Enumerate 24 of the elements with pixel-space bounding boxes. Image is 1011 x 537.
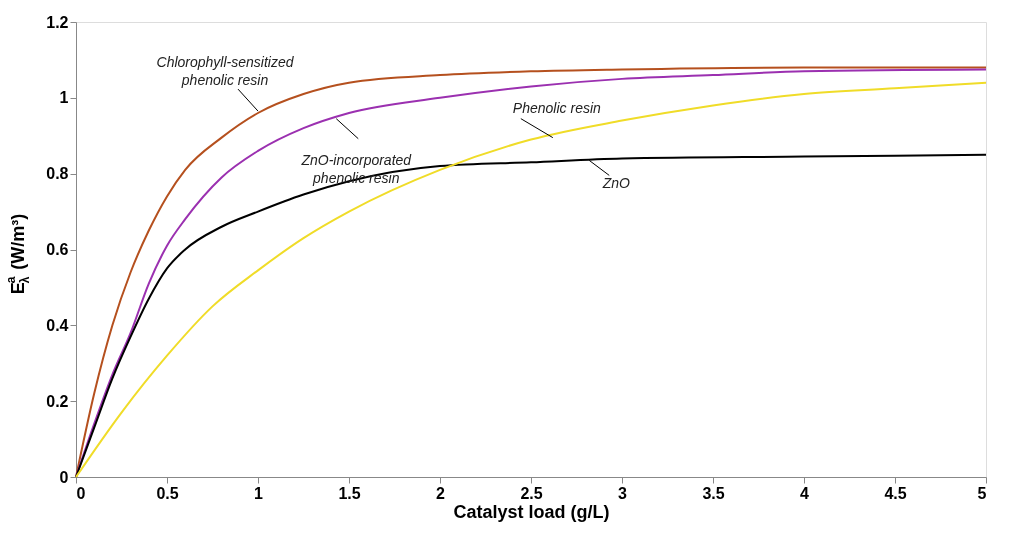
y-axis-title: Eaλ (W/m³) [4, 213, 32, 295]
x-tick-label: 0 [76, 484, 86, 502]
x-tick-label: 1 [254, 484, 264, 502]
x-tick-label: 3.5 [702, 484, 725, 502]
annotation: Chlorophyll-sensitized phenolic resin [156, 54, 295, 89]
y-tick-label: 0.2 [46, 392, 69, 410]
annotation: ZnO [601, 175, 630, 192]
annotation: Phenolic resin [512, 99, 602, 116]
x-tick-label: 1.5 [338, 484, 361, 502]
y-tick-label: 0.6 [46, 241, 69, 258]
x-axis-title: Catalyst load (g/L) [453, 501, 610, 522]
x-tick-label: 2 [436, 484, 446, 502]
y-tick-label: 0.8 [46, 165, 69, 183]
x-tick-label: 2.5 [520, 484, 543, 502]
x-tick-label: 4.5 [884, 484, 907, 502]
x-tick-label: 3 [618, 484, 628, 502]
annotation: ZnO-incorporated phenolic resin [300, 151, 413, 186]
y-tick-label: 1 [59, 89, 69, 107]
y-tick-label: 1.2 [46, 13, 69, 31]
y-tick-label: 0 [59, 468, 69, 486]
y-tick-label: 0.4 [46, 316, 69, 334]
x-tick-label: 5 [977, 484, 987, 502]
x-tick-label: 0.5 [156, 484, 179, 502]
x-tick-label: 4 [800, 484, 810, 502]
